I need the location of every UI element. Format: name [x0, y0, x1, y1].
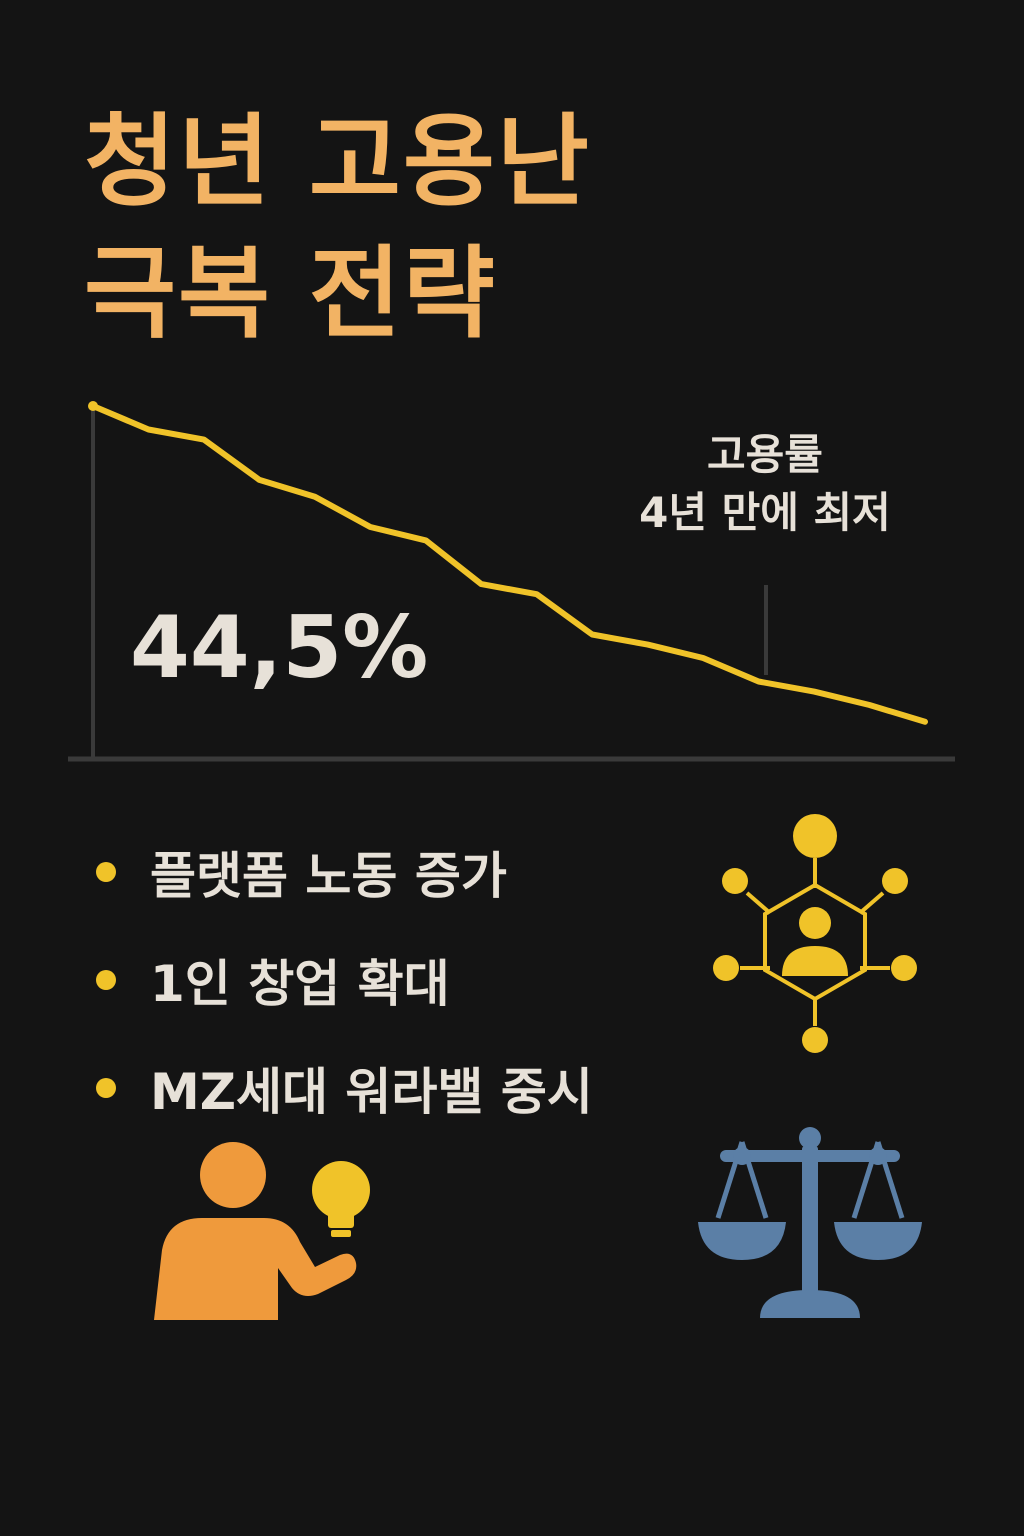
- bullet-text: 1인 창업 확대: [150, 955, 450, 1013]
- page-title: 청년 고용난 극복 전략: [84, 96, 591, 360]
- bullet-text: 플랫폼 노동 증가: [150, 847, 507, 905]
- bullet-item: 1인 창업 확대: [96, 926, 696, 1034]
- bullet-dot: [96, 970, 116, 990]
- employment-line-chart: [68, 401, 955, 762]
- bullet-dot: [96, 862, 116, 882]
- network-person-icon: [713, 814, 917, 1053]
- person-lightbulb-icon: [154, 1142, 370, 1320]
- bullet-list: 플랫폼 노동 증가 1인 창업 확대 MZ세대 워라밸 중시: [96, 818, 696, 1142]
- balance-scale-icon: [698, 1127, 922, 1318]
- chart-annotation: 고용률 4년 만에 최저: [600, 426, 930, 542]
- chart-data-point: [88, 401, 98, 411]
- annotation-line-2: 4년 만에 최저: [639, 488, 891, 537]
- highlight-value: 44,5%: [130, 598, 429, 698]
- title-line-2: 극복 전략: [84, 235, 497, 352]
- chart-series-line: [90, 403, 928, 725]
- bullet-item: 플랫폼 노동 증가: [96, 818, 696, 926]
- bullet-dot: [96, 1078, 116, 1098]
- annotation-line-1: 고용률: [707, 430, 823, 479]
- bullet-text: MZ세대 워라밸 중시: [150, 1063, 593, 1121]
- bullet-item: MZ세대 워라밸 중시: [96, 1034, 696, 1142]
- chart-series-points: [88, 401, 926, 722]
- title-line-1: 청년 고용난: [84, 103, 591, 220]
